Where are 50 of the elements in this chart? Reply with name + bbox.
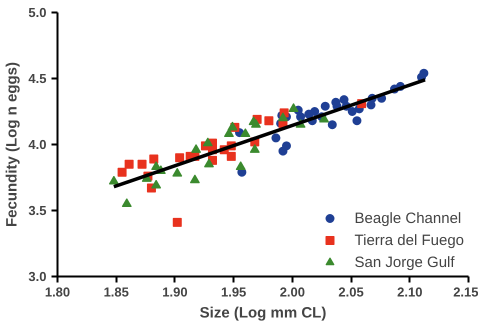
point (151, 180, 162, 189)
point (240, 128, 250, 138)
y-tick-label: 3.0 (28, 269, 47, 284)
point (149, 154, 158, 164)
y-tick-label: 3.5 (28, 203, 47, 218)
point (282, 141, 291, 150)
legend-label: Beagle Channel (354, 210, 462, 226)
point (224, 128, 234, 138)
point (227, 122, 238, 130)
point (122, 198, 132, 207)
point (320, 102, 330, 111)
x-tick-label: 2.10 (397, 284, 422, 300)
point (419, 68, 428, 78)
point (250, 144, 260, 153)
point (310, 107, 320, 116)
x-tick-label: 1.95 (220, 284, 246, 300)
point (172, 218, 182, 227)
y-tick-label: 4.0 (28, 137, 47, 152)
point (352, 116, 362, 126)
point (288, 103, 299, 112)
point (202, 137, 213, 146)
x-axis-title: Size (Log mm CL) (200, 304, 326, 322)
point (191, 144, 202, 153)
y-tick-label: 5.0 (28, 5, 47, 20)
point (138, 160, 147, 169)
point (236, 161, 246, 170)
point (204, 158, 214, 168)
point (250, 119, 261, 128)
point (175, 153, 184, 162)
x-tick-label: 2.05 (338, 284, 364, 300)
y-tick-label: 4.5 (28, 71, 47, 86)
point (348, 107, 357, 116)
point (226, 152, 236, 161)
x-tick-label: 1.80 (44, 284, 70, 300)
y-axis-title: Fecundity (Log n eggs) (3, 62, 20, 227)
point (124, 160, 134, 169)
point (190, 174, 200, 184)
x-tick-label: 2.00 (280, 284, 306, 300)
point (172, 168, 182, 177)
point (108, 176, 119, 185)
point (118, 168, 127, 177)
point (328, 120, 337, 130)
x-tick-label: 2.15 (453, 284, 478, 300)
point (271, 133, 280, 142)
x-tick-label: 1.90 (162, 284, 188, 300)
point (264, 116, 274, 126)
legend-label: Tierra del Fuego (354, 232, 464, 248)
legend-label: San Jorge Gulf (354, 254, 455, 270)
point (296, 112, 306, 122)
x-tick-label: 1.85 (104, 284, 129, 300)
